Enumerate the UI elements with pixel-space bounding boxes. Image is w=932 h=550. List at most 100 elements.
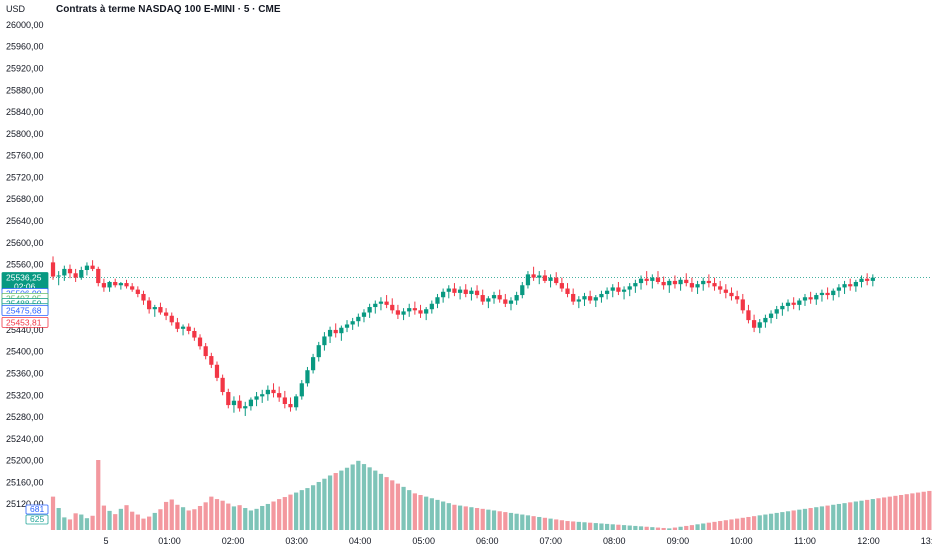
y-tick-label: 25200,00 (6, 456, 44, 466)
volume-bar (785, 511, 791, 530)
candle-body (373, 303, 378, 308)
candle-body (559, 283, 564, 289)
candle-body (746, 310, 751, 321)
candle-body (141, 293, 146, 301)
y-tick-label: 25720,00 (6, 172, 44, 182)
y-tick-label: 25360,00 (6, 368, 44, 378)
chart-title: Contrats à terme NASDAQ 100 E-MINI · 5 ·… (56, 4, 281, 15)
candle-body (819, 292, 825, 296)
volume-bar (638, 526, 644, 530)
x-tick-label: 08:00 (603, 536, 626, 546)
candle-body (870, 277, 875, 281)
volume-bar (412, 493, 417, 530)
volume-bar (819, 506, 825, 530)
candle-body (457, 289, 463, 293)
candle-body (497, 295, 502, 300)
x-tick-label: 12:00 (857, 536, 880, 546)
volume-bar (757, 515, 762, 530)
volume-bar (271, 501, 276, 530)
price-badge-text: 25453,81 (6, 317, 42, 327)
volume-bar (559, 520, 564, 530)
volume-bar (802, 508, 808, 530)
candle-body (101, 283, 107, 288)
candle-body (288, 403, 293, 408)
candle-body (265, 389, 270, 395)
volume-bar (446, 503, 451, 530)
volume-bar (791, 510, 796, 530)
volume-bar (333, 473, 338, 530)
candle-body (424, 309, 429, 314)
volume-bar (542, 517, 548, 530)
candle-body (672, 280, 678, 285)
y-tick-label: 25120,00 (6, 499, 44, 509)
y-tick-label: 25400,00 (6, 347, 44, 357)
volume-bar (571, 521, 576, 530)
volume-badge (25, 504, 49, 515)
candle-body (237, 400, 242, 409)
volume-bar (667, 528, 672, 530)
y-tick-label: 26000,00 (6, 20, 44, 30)
price-badge-time: 02:06 (14, 281, 36, 291)
volume-bar (831, 504, 836, 530)
candle-body (361, 312, 367, 317)
volume-bar (910, 493, 915, 530)
volume-bar (531, 516, 536, 530)
candle-body (271, 389, 276, 394)
volume-bar (96, 460, 101, 530)
volume-bar (814, 507, 819, 530)
candle-body (718, 286, 723, 290)
volume-bar (180, 507, 186, 530)
y-tick-label: 25560,00 (6, 260, 44, 270)
candle-body (565, 288, 570, 294)
candle-body (486, 298, 491, 302)
volume-bar (627, 525, 632, 530)
candle-body (520, 285, 525, 296)
candle-body (531, 274, 536, 278)
candle-body (310, 357, 316, 371)
candle-body (542, 275, 548, 281)
candle-body (350, 321, 355, 325)
volume-bar (441, 501, 446, 530)
volume-bar (565, 521, 570, 530)
volume-bar (231, 506, 237, 530)
volume-bar (768, 513, 774, 530)
volume-bar (299, 490, 304, 530)
volume-bar (469, 507, 474, 530)
candle-body (186, 326, 191, 332)
volume-bar (73, 513, 78, 530)
y-tick-label: 25960,00 (6, 42, 44, 52)
volume-bar (915, 492, 921, 530)
volume-bar (327, 475, 333, 530)
candle-body (333, 329, 338, 334)
volume-bar (457, 505, 463, 530)
candle-body (508, 300, 514, 304)
volume-bar (825, 505, 830, 530)
y-tick-label: 25600,00 (6, 238, 44, 248)
x-tick-label: 11:00 (794, 536, 816, 546)
volume-bar (520, 514, 525, 530)
volume-bar (163, 501, 169, 530)
volume-bar (316, 481, 321, 530)
volume-bar (678, 526, 683, 530)
candle-body (175, 322, 180, 329)
candle-body (73, 273, 78, 278)
candle-body (791, 302, 796, 305)
volume-bar (101, 505, 107, 530)
candle-body (599, 293, 604, 298)
candle-body (435, 297, 440, 304)
volume-bar (582, 522, 587, 530)
candle-body (865, 278, 870, 281)
volume-bar (836, 503, 842, 530)
volume-bar (254, 508, 259, 530)
candle-body (322, 336, 327, 346)
volume-bar (248, 510, 254, 530)
candle-body (763, 317, 768, 323)
candle-body (344, 324, 350, 328)
candle-body (130, 286, 135, 290)
volume-bar (887, 496, 892, 530)
volume-bar (893, 495, 898, 530)
candle-body (712, 283, 717, 287)
volume-bar (842, 503, 847, 530)
volume-bar (107, 510, 112, 530)
